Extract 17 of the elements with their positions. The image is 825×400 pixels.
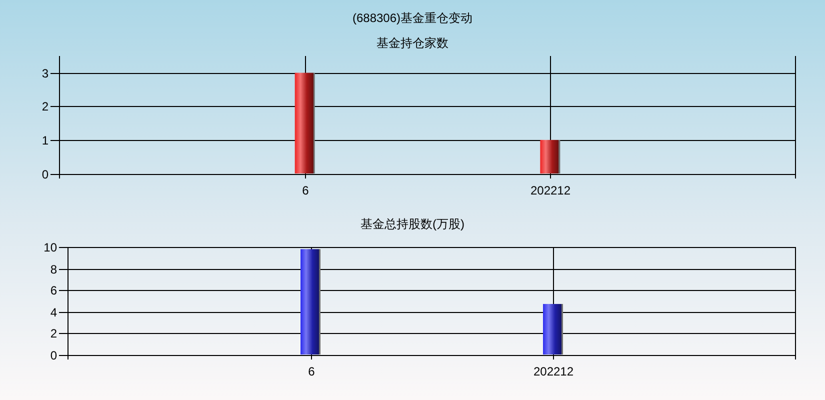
- xtick-label: 6: [308, 364, 315, 378]
- xtick-label: 202212: [530, 184, 571, 198]
- ytick-label: 0: [42, 168, 48, 182]
- ytick-label: 2: [50, 326, 57, 340]
- ytick-label: 4: [50, 306, 57, 320]
- title: 基金总持股数(万股): [360, 217, 464, 231]
- ytick-label: 2: [42, 100, 48, 114]
- title: (688306)基金重仓变动: [352, 11, 473, 25]
- xtick-label: 6: [302, 184, 309, 198]
- ytick-label: 3: [42, 66, 48, 80]
- ytick-label: 1: [42, 134, 48, 148]
- ytick-label: 8: [50, 262, 57, 276]
- ytick-label: 0: [50, 348, 57, 362]
- xtick-label: 202212: [533, 364, 574, 378]
- ytick-label: 10: [44, 240, 57, 254]
- subtitle: 基金持仓家数: [376, 36, 448, 50]
- ytick-label: 6: [50, 284, 57, 298]
